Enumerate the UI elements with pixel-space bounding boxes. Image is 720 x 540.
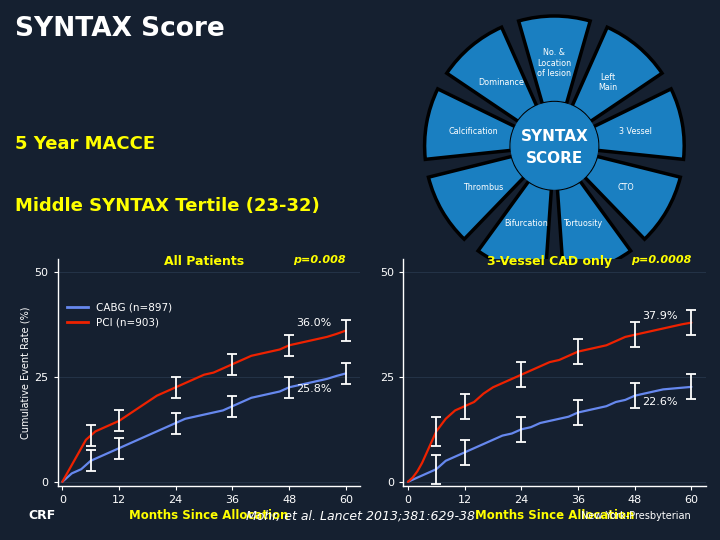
Wedge shape (428, 156, 524, 239)
Wedge shape (585, 156, 680, 239)
Wedge shape (425, 89, 516, 159)
Text: 25.8%: 25.8% (296, 384, 332, 394)
Text: Middle SYNTAX Tertile (23-32): Middle SYNTAX Tertile (23-32) (14, 198, 320, 215)
Wedge shape (557, 181, 631, 275)
Text: Tortuosity: Tortuosity (563, 219, 602, 228)
Text: 5 Year MACCE: 5 Year MACCE (14, 135, 155, 153)
Text: SCORE: SCORE (526, 151, 583, 166)
Text: CTO: CTO (618, 183, 634, 192)
Text: 22.6%: 22.6% (642, 397, 678, 407)
Legend: CABG (n=897), PCI (n=903): CABG (n=897), PCI (n=903) (63, 299, 176, 332)
X-axis label: Months Since Allocation: Months Since Allocation (129, 509, 289, 522)
Text: 3-Vessel CAD only: 3-Vessel CAD only (487, 255, 612, 268)
Text: All Patients: All Patients (164, 255, 244, 268)
Text: SYNTAX Score: SYNTAX Score (14, 16, 225, 42)
Text: Left
Main: Left Main (598, 73, 617, 92)
Text: CRF: CRF (29, 509, 56, 522)
Text: Mohr, et al. Lancet 2013;381:629-38: Mohr, et al. Lancet 2013;381:629-38 (246, 509, 474, 522)
Text: No. &
Location
of lesion: No. & Location of lesion (537, 48, 572, 78)
Text: Thrombus: Thrombus (462, 183, 503, 192)
Wedge shape (593, 89, 684, 159)
Text: Calcification: Calcification (448, 127, 498, 136)
Text: 36.0%: 36.0% (297, 319, 332, 328)
Text: p=0.0008: p=0.0008 (631, 255, 691, 265)
Wedge shape (478, 181, 552, 275)
Wedge shape (447, 27, 537, 122)
Text: p=0.008: p=0.008 (293, 255, 346, 265)
X-axis label: Months Since Allocation: Months Since Allocation (474, 509, 634, 522)
Text: Dominance: Dominance (478, 78, 524, 87)
Text: New York-Presbyterian: New York-Presbyterian (582, 511, 691, 521)
Text: 37.9%: 37.9% (642, 310, 678, 321)
Text: SYNTAX: SYNTAX (521, 129, 588, 144)
Text: Bifurcation: Bifurcation (504, 219, 548, 228)
Wedge shape (572, 27, 662, 122)
Wedge shape (518, 16, 590, 104)
Y-axis label: Cumulative Event Rate (%): Cumulative Event Rate (%) (20, 306, 30, 439)
Text: 3 Vessel: 3 Vessel (619, 127, 652, 136)
Circle shape (511, 103, 598, 189)
